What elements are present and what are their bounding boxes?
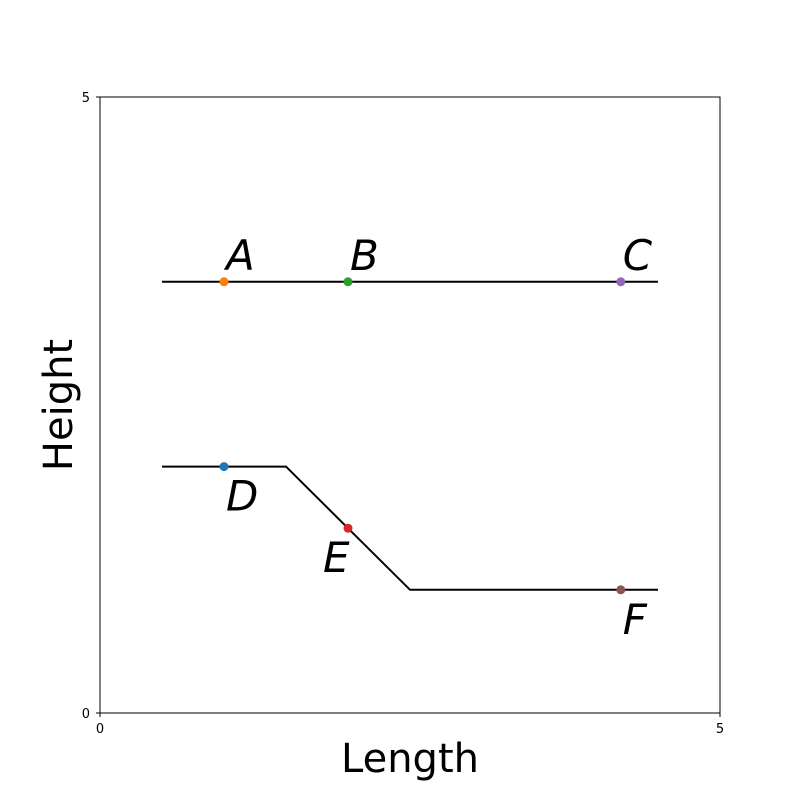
point-label-b: B — [350, 231, 379, 280]
point-label-e: E — [323, 533, 350, 582]
point-b — [343, 277, 353, 287]
point-f — [616, 585, 626, 595]
point-label-a: A — [223, 231, 255, 280]
point-c — [616, 277, 626, 287]
point-label-f: F — [623, 595, 648, 644]
point-e — [343, 523, 353, 533]
x-tick-label: 0 — [96, 722, 104, 737]
point-label-d: D — [226, 472, 258, 521]
x-axis-label: Length — [341, 736, 479, 782]
point-d — [219, 462, 229, 472]
point-a — [219, 277, 229, 287]
axis-ticks: 0 5 0 5 — [82, 91, 724, 737]
y-tick-label: 5 — [82, 91, 90, 106]
plot-frame — [99, 96, 721, 714]
point-label-c: C — [623, 231, 653, 280]
x-tick-label: 5 — [716, 722, 724, 737]
y-tick-label: 0 — [82, 707, 90, 722]
chart-marks: A B C D E F — [162, 231, 658, 644]
y-axis-label: Height — [36, 339, 82, 471]
